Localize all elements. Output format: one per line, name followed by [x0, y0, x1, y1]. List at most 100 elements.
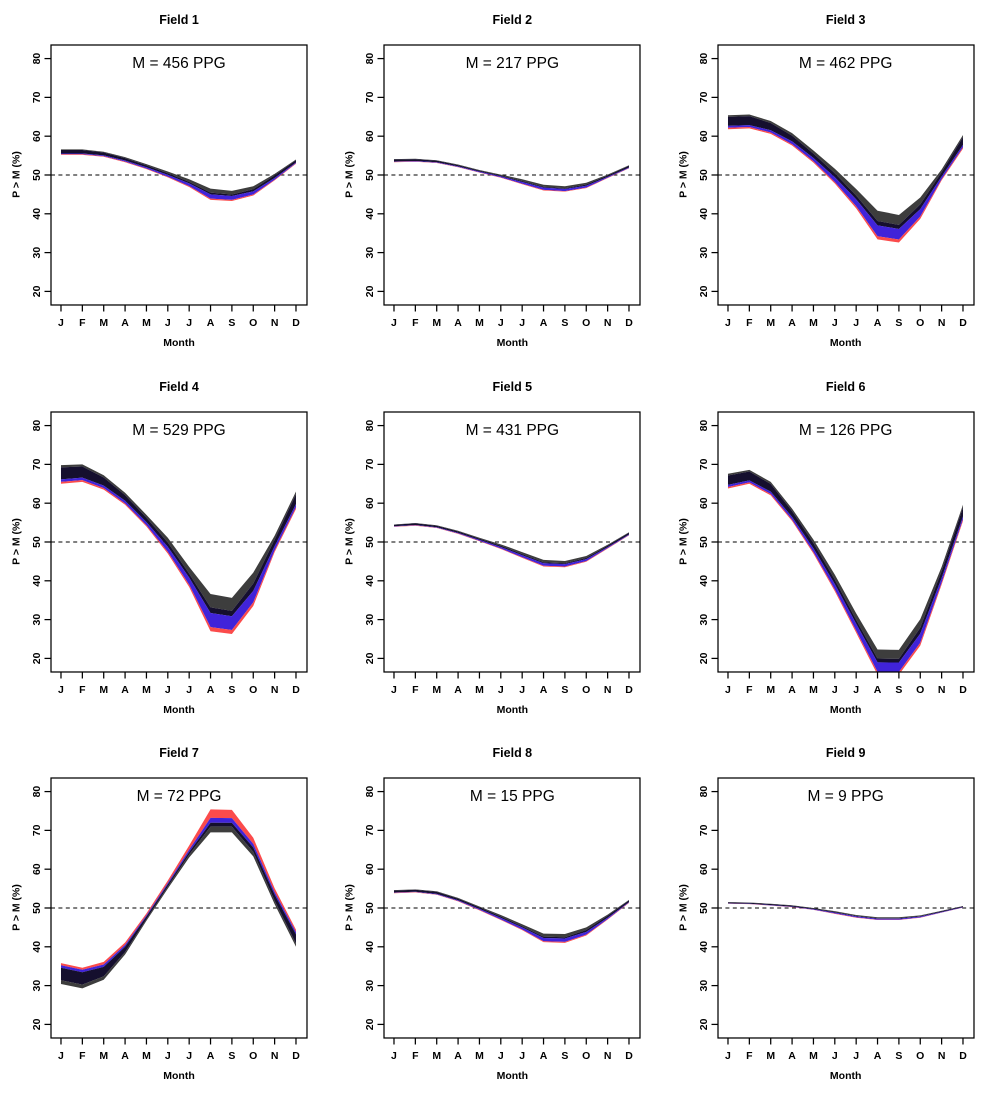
- svg-text:J: J: [498, 1051, 504, 1062]
- svg-text:J: J: [186, 1051, 192, 1062]
- svg-text:80: 80: [365, 419, 376, 431]
- svg-text:O: O: [916, 685, 924, 696]
- svg-text:O: O: [916, 318, 924, 329]
- svg-text:J: J: [58, 1051, 64, 1062]
- plot-title: Field 9: [825, 746, 866, 761]
- svg-text:N: N: [271, 318, 279, 329]
- svg-text:20: 20: [365, 285, 376, 297]
- svg-text:A: A: [455, 318, 463, 329]
- svg-text:D: D: [626, 685, 634, 696]
- svg-text:N: N: [937, 685, 945, 696]
- svg-text:M: M: [809, 1051, 818, 1062]
- svg-text:J: J: [165, 685, 171, 696]
- svg-text:M: M: [809, 318, 818, 329]
- subplot-field-4: Field 4 M = 529 PPG P > M (%) Month 20 30…: [0, 367, 333, 734]
- svg-text:20: 20: [698, 652, 709, 664]
- svg-text:A: A: [788, 318, 796, 329]
- svg-text:S: S: [228, 1051, 235, 1062]
- svg-text:30: 30: [698, 247, 709, 259]
- svg-text:M: M: [766, 318, 775, 329]
- svg-text:50: 50: [698, 169, 709, 181]
- threshold-annotation: M = 217 PPG: [465, 55, 560, 72]
- svg-text:60: 60: [698, 130, 709, 142]
- svg-text:M: M: [99, 318, 108, 329]
- svg-text:J: J: [165, 1051, 171, 1062]
- svg-text:80: 80: [365, 786, 376, 798]
- y-axis-label: P > M (%): [10, 884, 23, 932]
- svg-text:N: N: [937, 318, 945, 329]
- y-axis-label: P > M (%): [677, 151, 690, 198]
- svg-text:A: A: [121, 1051, 129, 1062]
- plot-title: Field 8: [492, 746, 533, 761]
- x-axis-label: Month: [163, 337, 195, 349]
- svg-text:D: D: [292, 318, 300, 329]
- chart-canvas: 20 30 40 50 60 70 80 J F M A M J J A S O N D: [32, 777, 308, 1062]
- svg-text:M: M: [475, 318, 484, 329]
- plot-title: Field 7: [159, 746, 199, 761]
- subplot-field-1: Field 1 M = 456 PPG P > M (%) Month 20 30…: [0, 0, 333, 367]
- svg-text:M: M: [433, 1051, 442, 1062]
- svg-text:F: F: [412, 1051, 419, 1062]
- x-axis-label: Month: [496, 337, 529, 349]
- svg-text:J: J: [186, 318, 192, 329]
- svg-text:J: J: [853, 1051, 859, 1062]
- chart-canvas: 20 30 40 50 60 70 80 J F M A M J J A S O N D: [365, 411, 641, 696]
- chart-canvas: 20 30 40 50 60 70 80 J F M A M J J A S O N D: [365, 777, 641, 1062]
- y-axis-label: P > M (%): [10, 517, 23, 565]
- svg-text:60: 60: [698, 497, 709, 509]
- svg-text:M: M: [475, 1051, 484, 1062]
- svg-text:50: 50: [365, 536, 376, 548]
- svg-text:A: A: [873, 1051, 881, 1062]
- svg-text:40: 40: [365, 208, 376, 220]
- svg-text:50: 50: [365, 902, 376, 914]
- svg-text:D: D: [626, 1051, 634, 1062]
- svg-text:A: A: [207, 685, 215, 696]
- svg-text:N: N: [271, 1051, 279, 1062]
- svg-text:A: A: [455, 1051, 463, 1062]
- x-axis-label: Month: [829, 337, 862, 349]
- x-axis-label: Month: [829, 1070, 862, 1083]
- svg-text:O: O: [583, 318, 591, 329]
- svg-text:J: J: [391, 318, 397, 329]
- svg-text:J: J: [498, 685, 504, 696]
- chart-canvas: 20 30 40 50 60 70 80 J F M A M J J A S O N D: [698, 44, 975, 329]
- svg-text:O: O: [249, 685, 257, 696]
- svg-text:F: F: [746, 1051, 753, 1062]
- subplot-field-3: Field 3 M = 462 PPG P > M (%) Month 20 30…: [667, 0, 1000, 367]
- plot-title: Field 5: [492, 379, 533, 394]
- svg-text:M: M: [142, 1051, 151, 1062]
- svg-text:60: 60: [365, 497, 376, 509]
- svg-text:M: M: [142, 318, 151, 329]
- svg-text:J: J: [58, 685, 64, 696]
- svg-text:20: 20: [32, 652, 43, 664]
- svg-text:J: J: [498, 318, 504, 329]
- svg-text:50: 50: [698, 902, 709, 914]
- svg-text:50: 50: [32, 902, 43, 914]
- svg-text:J: J: [853, 318, 859, 329]
- svg-text:N: N: [271, 685, 279, 696]
- y-axis-label: P > M (%): [10, 151, 23, 198]
- svg-text:50: 50: [698, 536, 709, 548]
- threshold-annotation: M = 9 PPG: [807, 788, 884, 806]
- y-axis-label: P > M (%): [343, 151, 356, 198]
- svg-text:S: S: [895, 685, 902, 696]
- svg-text:70: 70: [698, 825, 709, 837]
- y-axis-label: P > M (%): [343, 884, 356, 932]
- svg-text:30: 30: [32, 980, 43, 992]
- svg-text:F: F: [79, 1051, 86, 1062]
- plot-title: Field 4: [159, 379, 199, 394]
- x-axis-label: Month: [163, 703, 195, 716]
- svg-text:M: M: [766, 1051, 775, 1062]
- svg-text:70: 70: [698, 91, 709, 103]
- svg-text:M: M: [433, 318, 442, 329]
- svg-text:40: 40: [698, 574, 709, 586]
- svg-text:J: J: [520, 318, 526, 329]
- svg-text:S: S: [562, 318, 569, 329]
- threshold-annotation: M = 456 PPG: [132, 55, 226, 72]
- svg-text:30: 30: [698, 613, 709, 625]
- svg-text:S: S: [895, 1051, 902, 1062]
- svg-text:A: A: [207, 1051, 215, 1062]
- svg-text:N: N: [937, 1051, 945, 1062]
- chart-canvas: 20 30 40 50 60 70 80 J F M A M J J A S O N D: [365, 44, 641, 329]
- y-axis-label: P > M (%): [677, 517, 690, 565]
